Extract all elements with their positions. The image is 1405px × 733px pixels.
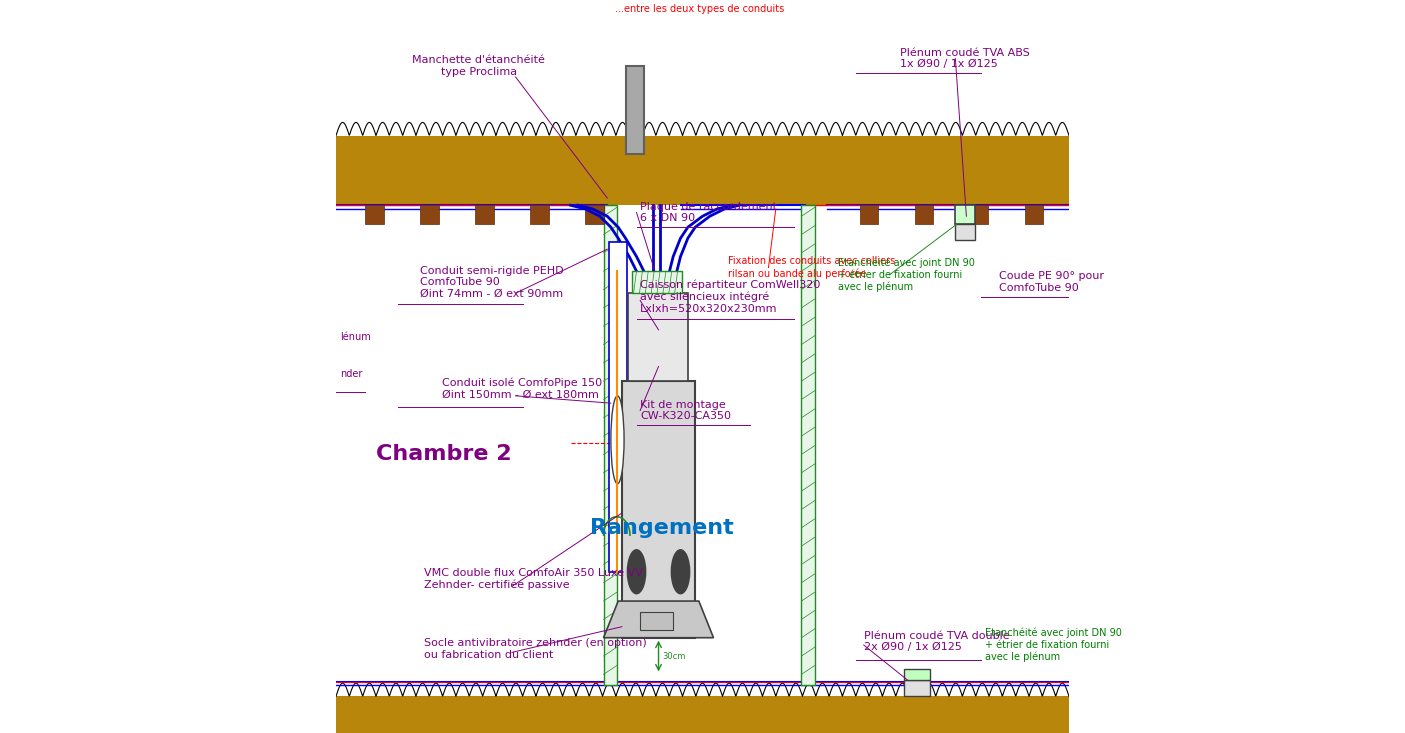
Text: Socle antivibratoire zehnder (en option)
ou fabrication du client: Socle antivibratoire zehnder (en option)… bbox=[424, 638, 646, 660]
Text: Fixation des conduits avec colliers
rilsan ou bande alu perforée: Fixation des conduits avec colliers rils… bbox=[728, 257, 895, 279]
Text: Coude PE 90° pour
ComfoTube 90: Coude PE 90° pour ComfoTube 90 bbox=[999, 271, 1104, 293]
Bar bbox=[801, 205, 815, 685]
Bar bbox=[608, 242, 627, 572]
Text: 30cm: 30cm bbox=[662, 652, 686, 660]
Bar bbox=[604, 205, 617, 685]
Bar bbox=[954, 224, 975, 240]
Bar bbox=[1026, 205, 1044, 224]
Text: Etanchéité avec joint DN 90
+ étrier de fixation fourni
avec le plénum: Etanchéité avec joint DN 90 + étrier de … bbox=[839, 258, 975, 292]
Text: Rangement: Rangement bbox=[590, 517, 733, 538]
Bar bbox=[622, 381, 695, 638]
Bar bbox=[628, 293, 688, 381]
Text: lénum: lénum bbox=[340, 332, 371, 342]
Text: Conduit isolé ComfoPipe 150
Øint 150mm - Ø ext 180mm: Conduit isolé ComfoPipe 150 Øint 150mm -… bbox=[443, 377, 603, 399]
Ellipse shape bbox=[628, 550, 646, 594]
Ellipse shape bbox=[672, 550, 690, 594]
Text: Plaque de raccordement
6 x DN 90: Plaque de raccordement 6 x DN 90 bbox=[641, 202, 777, 224]
Text: Chambre 2: Chambre 2 bbox=[377, 444, 511, 465]
Bar bbox=[903, 680, 930, 696]
Text: Kit de montage
CW-K320-CA350: Kit de montage CW-K320-CA350 bbox=[641, 399, 731, 421]
Text: Etanchéité avec joint DN 90
+ étrier de fixation fourni
avec le plénum: Etanchéité avec joint DN 90 + étrier de … bbox=[985, 628, 1121, 662]
Text: Plénum coudé TVA double
2x Ø90 / 1x Ø125: Plénum coudé TVA double 2x Ø90 / 1x Ø125 bbox=[864, 630, 1009, 652]
Bar bbox=[915, 205, 933, 224]
Text: Caisson répartiteur ComWell320
avec silencieux intégré
Lxlxh=520x320x230mm: Caisson répartiteur ComWell320 avec sile… bbox=[641, 280, 821, 314]
Bar bbox=[365, 205, 384, 224]
Bar bbox=[530, 205, 548, 224]
Ellipse shape bbox=[611, 396, 624, 484]
Bar bbox=[903, 669, 930, 680]
Bar bbox=[475, 205, 493, 224]
Text: ...entre les deux types de conduits: ...entre les deux types de conduits bbox=[614, 4, 784, 14]
Bar bbox=[625, 66, 643, 154]
Bar bbox=[336, 696, 1069, 733]
Bar bbox=[632, 271, 681, 293]
Text: VMC double flux ComfoAir 350 Luxe VV
Zehnder- certifiée passive: VMC double flux ComfoAir 350 Luxe VV Zeh… bbox=[424, 568, 643, 590]
Bar bbox=[954, 205, 975, 224]
Bar bbox=[969, 205, 988, 224]
Text: Plénum coudé TVA ABS
1x Ø90 / 1x Ø125: Plénum coudé TVA ABS 1x Ø90 / 1x Ø125 bbox=[901, 48, 1030, 70]
Bar bbox=[586, 205, 604, 224]
Polygon shape bbox=[604, 601, 714, 638]
Text: Manchette d'étanchéité
type Proclima: Manchette d'étanchéité type Proclima bbox=[413, 55, 545, 77]
Bar bbox=[420, 205, 438, 224]
Bar bbox=[641, 612, 673, 630]
Text: nder: nder bbox=[340, 369, 362, 379]
Bar bbox=[336, 136, 1069, 205]
Text: Conduit semi-rigide PEHD
ComfoTube 90
Øint 74mm - Ø ext 90mm: Conduit semi-rigide PEHD ComfoTube 90 Øi… bbox=[420, 265, 563, 299]
Bar bbox=[860, 205, 878, 224]
